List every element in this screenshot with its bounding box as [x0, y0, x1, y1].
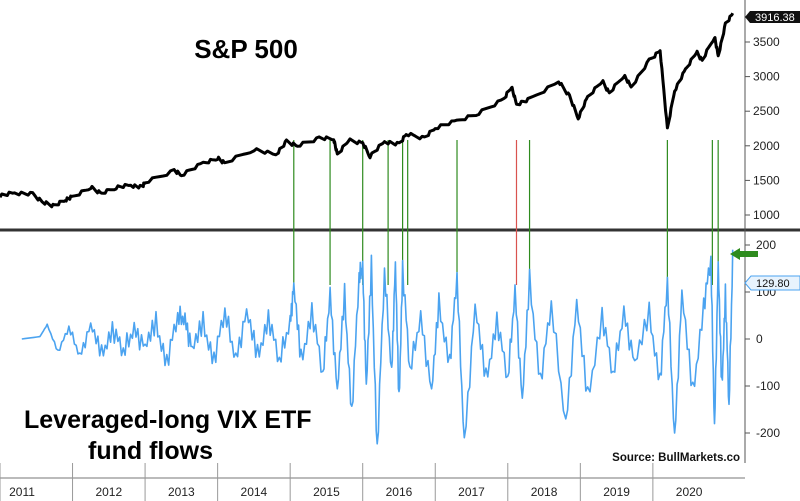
x-tick-label: 2020: [676, 485, 703, 499]
top-panel: [0, 0, 745, 230]
x-tick-label: 2016: [386, 485, 413, 499]
x-tick-label: 2017: [458, 485, 485, 499]
x-tick-label: 2011: [9, 485, 35, 499]
last-value-badge-top: 3916.38: [745, 11, 800, 24]
fund-flows-series: [21, 249, 734, 445]
y-tick-label-top: 3000: [753, 70, 780, 84]
last-value-badge-bottom: 129.80: [744, 275, 800, 291]
fund-flows-line: [21, 249, 734, 445]
x-tick-label: 2014: [241, 485, 268, 499]
y-tick-label-top: 2000: [753, 139, 780, 153]
arrow-icon: [730, 248, 758, 260]
chart-title-vix-flows-line2: fund flows: [88, 437, 213, 465]
x-tick-label: 2012: [95, 485, 122, 499]
y-tick-label-bottom: 0: [756, 332, 763, 346]
y-tick-label-top: 3500: [753, 35, 780, 49]
y-tick-label-top: 1000: [753, 208, 780, 222]
chart-title-sp500: S&P 500: [194, 34, 298, 64]
sp500-series: [0, 12, 735, 209]
x-tick-label: 2015: [313, 485, 340, 499]
y-tick-label-bottom: -100: [756, 379, 780, 393]
y-tick-label-bottom: -200: [756, 426, 780, 440]
y-tick-label-top: 1500: [753, 173, 780, 187]
x-tick-label: 2019: [603, 485, 630, 499]
source-text: Source: BullMarkets.co: [612, 452, 740, 464]
y-axis-top: 1000 1500 2000 2500 3000 3500: [745, 35, 780, 222]
chart-title-vix-flows-line1: Leveraged-long VIX ETF: [24, 406, 312, 434]
x-tick-label: 2018: [531, 485, 558, 499]
last-value-bottom: 129.80: [756, 278, 790, 290]
last-value-top: 3916.38: [755, 12, 795, 24]
y-tick-label-top: 2500: [753, 104, 780, 118]
x-axis: 2011 2012 2013 2014 2015 2016 2017 2018 2019 2020: [0, 463, 703, 501]
x-tick-label: 2013: [168, 485, 195, 499]
sp500-line: [0, 12, 735, 209]
y-tick-label-bottom: 200: [756, 238, 776, 252]
signal-lines: [293, 140, 719, 285]
